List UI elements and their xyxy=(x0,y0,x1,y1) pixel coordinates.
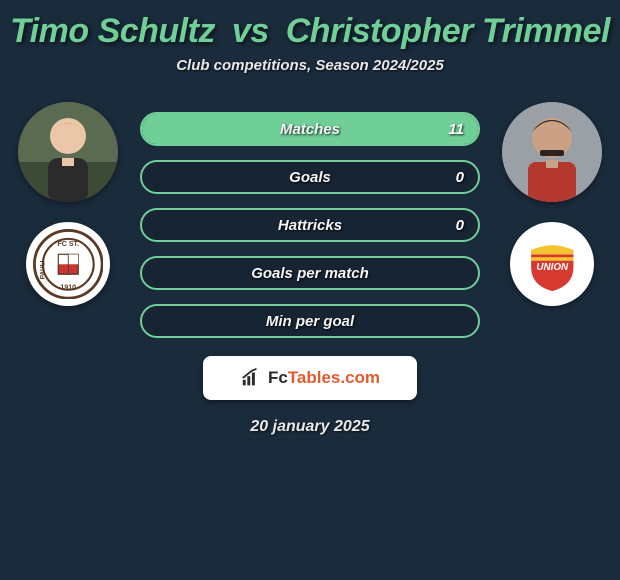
svg-text:PAULI: PAULI xyxy=(39,260,46,279)
stat-label: Matches xyxy=(280,121,340,138)
stat-bar-hattricks: Hattricks 0 xyxy=(140,208,480,242)
chart-icon xyxy=(240,367,262,389)
comparison-body: FC ST. 1910 PAULI Matches11Goals0Hattric… xyxy=(0,102,620,338)
stat-bar-goals: Goals 0 xyxy=(140,160,480,194)
stat-label: Hattricks xyxy=(278,217,342,234)
stat-label: Goals per match xyxy=(251,265,369,282)
player2-name: Christopher Trimmel xyxy=(286,12,610,50)
right-column: UNION xyxy=(502,102,602,306)
svg-text:UNION: UNION xyxy=(536,262,569,273)
player1-name: Timo Schultz xyxy=(10,12,215,50)
player2-avatar xyxy=(502,102,602,202)
brand-text: FcTables.com xyxy=(268,368,380,388)
player1-club-badge: FC ST. 1910 PAULI xyxy=(26,222,110,306)
left-column: FC ST. 1910 PAULI xyxy=(18,102,118,306)
stat-value-right: 11 xyxy=(448,121,464,138)
svg-text:FC ST.: FC ST. xyxy=(57,241,79,248)
brand-badge[interactable]: FcTables.com xyxy=(203,356,417,400)
svg-text:1910: 1910 xyxy=(60,284,76,291)
player1-avatar xyxy=(18,102,118,202)
stats-column: Matches 11 Goals 0 Hattricks 0 Goals per match… xyxy=(140,102,480,338)
subtitle: Club competitions, Season 2024/2025 xyxy=(0,57,620,74)
vs-separator: vs xyxy=(232,12,269,50)
stat-label: Goals xyxy=(289,169,331,186)
stat-value-right: 0 xyxy=(456,169,464,186)
stat-label: Min per goal xyxy=(266,313,354,330)
player2-club-badge: UNION xyxy=(510,222,594,306)
date-label: 20 january 2025 xyxy=(0,418,620,436)
stat-value-right: 0 xyxy=(456,217,464,234)
comparison-title: Timo Schultz vs Christopher Trimmel xyxy=(0,0,620,57)
stat-bar-min-per-goal: Min per goal xyxy=(140,304,480,338)
stat-bar-goals-per-match: Goals per match xyxy=(140,256,480,290)
stat-bar-matches: Matches 11 xyxy=(140,112,480,146)
